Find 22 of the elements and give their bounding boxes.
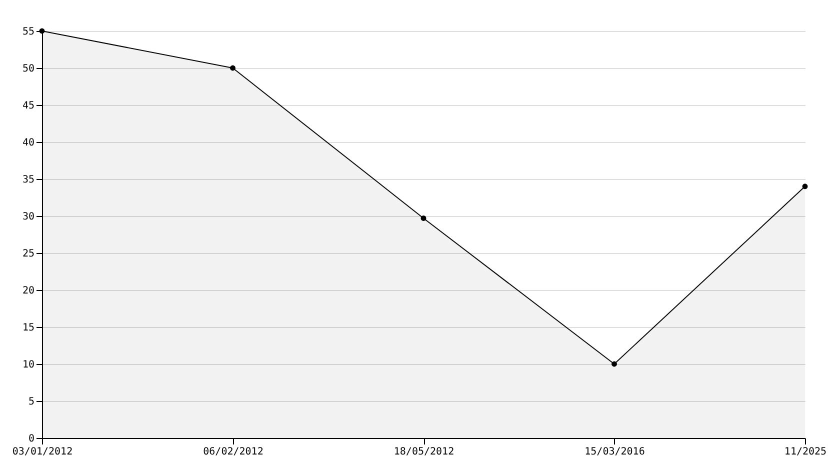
x-tick-label: 03/01/2012 (12, 446, 73, 458)
x-tick-label: 06/02/2012 (203, 446, 264, 458)
y-tick-label: 5 (28, 396, 34, 408)
point (230, 65, 236, 71)
y-tick-label: 40 (22, 138, 34, 148)
point (612, 361, 617, 367)
y-tick-label: 35 (22, 174, 34, 186)
x-tick-label: 18/05/2012 (394, 446, 454, 458)
y-tick-label: 25 (22, 248, 34, 260)
y-tick-label: 50 (22, 64, 34, 74)
x-tick-label: 15/03/2016 (584, 446, 645, 458)
y-tick-label: 10 (22, 360, 34, 370)
y-tick-label: 45 (22, 100, 34, 112)
y-tick-label: 15 (22, 322, 34, 334)
point (802, 184, 808, 190)
y-tick-label: 20 (22, 286, 34, 296)
point (420, 215, 426, 221)
y-tick-label: 55 (22, 26, 34, 38)
x-tick-label: 11/2025 (784, 446, 827, 458)
y-tick-label: 0 (28, 434, 34, 444)
point (39, 28, 45, 34)
y-tick-label: 30 (22, 212, 34, 222)
